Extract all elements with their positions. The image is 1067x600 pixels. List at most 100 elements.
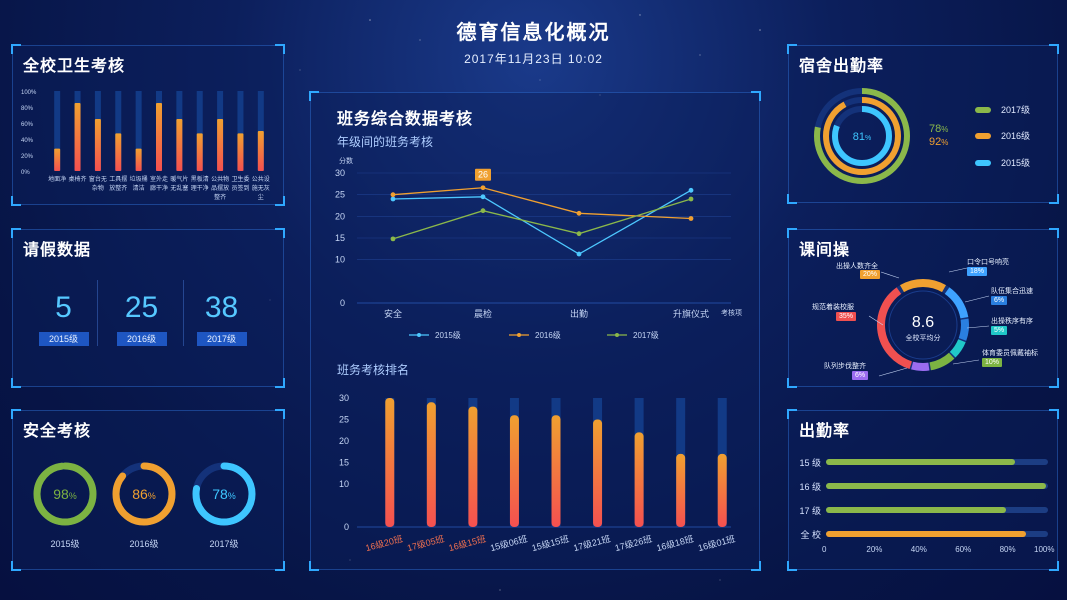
leader-line [964, 295, 990, 303]
ring-progress [814, 88, 910, 184]
exercise-item-name: 出操秩序有序 [991, 318, 1033, 325]
ring-progress [823, 97, 901, 175]
x-tick-label: 16级15班 [447, 533, 487, 553]
x-tick-label: 0 [822, 545, 827, 554]
hygiene-title: 全校卫生考核 [23, 58, 126, 75]
bar [385, 398, 395, 527]
dorm-ring-chart: 81% 78%92% [814, 88, 948, 184]
bar [94, 119, 101, 171]
ring-unit: % [228, 491, 236, 501]
ring-unit: % [941, 125, 948, 134]
data-point [480, 208, 486, 214]
bar [237, 133, 244, 171]
data-highlight-box [475, 168, 491, 181]
data-point [576, 251, 582, 257]
x-tick-label: 20% [866, 545, 883, 554]
x-tick-label: 室外走 [150, 175, 168, 183]
y-tick-label: 0% [21, 170, 30, 176]
bar [634, 432, 644, 527]
data-highlight-label: 26 [478, 170, 488, 180]
exercise-item-name: 体育委员佩戴袖标 [982, 350, 1038, 357]
leave-label: 2016级 [116, 332, 167, 346]
ring-value: 78% [212, 486, 236, 502]
data-point [390, 192, 396, 198]
leave-value: 5 [55, 291, 72, 324]
hygiene-panel: 全校卫生考核 100% 80% 60% 40% 20% 0% 地面净 桌椅齐 窗台无 杂物 工具摆放… [11, 44, 285, 206]
bar [135, 148, 142, 171]
x-tick-label: 16级18班 [655, 533, 695, 553]
legend-label: 2016级 [1001, 131, 1031, 141]
x-tick-label: 晨检 [474, 308, 492, 319]
series-line [392, 187, 692, 220]
attendance-panel: 出勤率 15 级 16 级 17 级全 校 0 20% 40% 60% 80% 100% [787, 409, 1059, 571]
divider [97, 280, 98, 346]
x-tick-label: 品摆放 [211, 184, 229, 192]
exercise-item-pct: 5% [991, 326, 1008, 335]
ring-unit: % [148, 491, 156, 501]
exercise-item-name: 出操人数齐全 [836, 263, 878, 270]
data-point [688, 196, 694, 202]
leave-item-2015: 5 2015级 [21, 290, 106, 347]
x-tick-label: 17级26班 [614, 533, 654, 553]
class-exam-title: 班务综合数据考核 [337, 111, 474, 128]
ring-progress [192, 462, 256, 526]
y-tick-label: 25 [339, 415, 349, 425]
y-tick-label: 30 [339, 393, 349, 403]
bar [826, 507, 1006, 513]
data-point [688, 216, 694, 221]
x-tick-label: 公共设 [252, 175, 270, 183]
bar [593, 419, 603, 527]
x-tick-label: 80% [999, 545, 1016, 554]
ring-unit: % [69, 491, 77, 501]
bar-category-label: 15 级 [799, 458, 821, 468]
data-point [480, 185, 486, 191]
y-tick-label: 0 [340, 298, 345, 308]
x-tick-label: 60% [955, 545, 972, 554]
bar-track [135, 91, 142, 171]
exercise-item-name: 口令口号响亮 [967, 259, 1009, 266]
leader-line [952, 359, 980, 365]
data-point [480, 194, 486, 200]
legend-marker [417, 333, 421, 337]
exercise-item-pct: 6% [991, 296, 1008, 305]
bar [826, 483, 1046, 489]
y-tick-label: 30 [335, 168, 345, 178]
leave-label: 2017级 [196, 332, 247, 346]
bar-category-label: 全 校 [800, 530, 821, 540]
series-line [392, 189, 692, 255]
bar [176, 119, 183, 171]
ring-center-value: 81% [853, 131, 871, 143]
exercise-title: 课间操 [799, 242, 851, 259]
series-line [392, 198, 692, 240]
ring-side-value: 92% [929, 136, 948, 148]
donut-center-value: 8.6 [912, 314, 934, 331]
exercise-item-pct: 18% [967, 267, 988, 276]
bar-track [115, 91, 122, 171]
legend-label: 2015级 [435, 330, 461, 340]
attendance-title: 出勤率 [799, 423, 851, 440]
legend-2017: 2017级 [975, 103, 1030, 116]
x-tick-label: 15级06班 [489, 533, 529, 553]
bar-track [237, 91, 244, 171]
bar-category-label: 16 级 [799, 482, 821, 492]
x-tick-label: 垃圾桶 [130, 175, 148, 183]
bar [115, 133, 122, 171]
exercise-item-name: 队列步伐整齐 [824, 363, 866, 370]
bar [257, 131, 264, 171]
exercise-item-pct: 20% [860, 270, 881, 279]
divider [183, 280, 184, 346]
bar-category-label: 17 级 [799, 506, 821, 516]
legend-swatch [975, 106, 991, 113]
x-tick-label: 窗台无 [89, 175, 107, 183]
rank-chart-title: 班务考核排名 [337, 363, 410, 377]
exercise-item-name: 规范着装校服 [812, 304, 854, 311]
legend-swatch [975, 132, 991, 139]
safety-ring-charts: 98% 86% 78% [33, 462, 256, 526]
donut-segment [944, 287, 969, 319]
leave-value: 38 [204, 291, 239, 324]
leave-label: 2015级 [38, 332, 89, 346]
x-tick-label: 施无灰 [252, 184, 270, 192]
x-tick-label: 40% [910, 545, 927, 554]
x-tick-label: 17级21班 [572, 533, 612, 553]
